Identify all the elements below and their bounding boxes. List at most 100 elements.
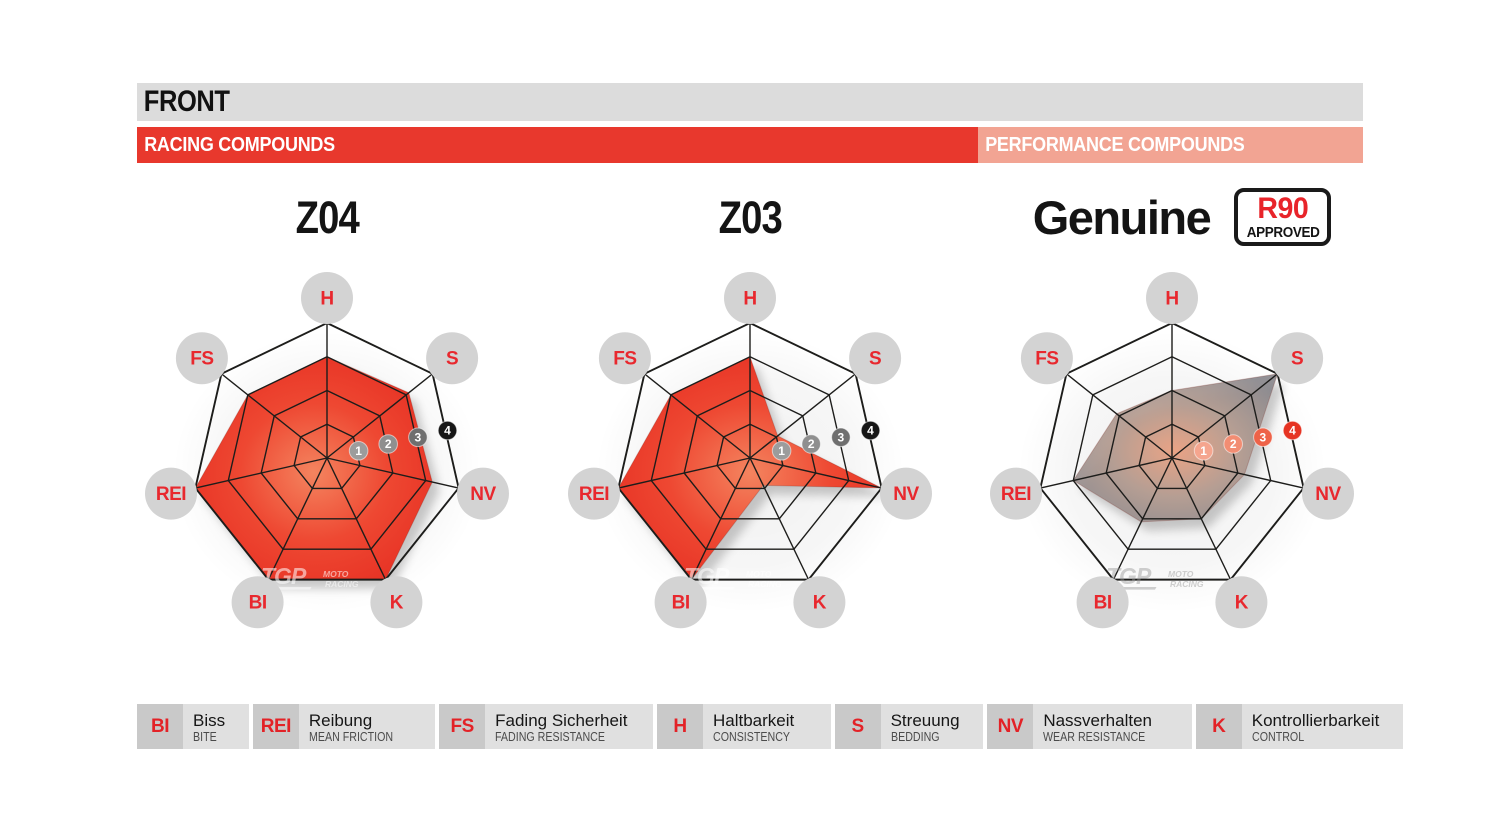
axis-legend: BI Biss BITE REI Reibung MEAN FRICTION FS Fadin…	[137, 704, 1404, 749]
legend-term-english: CONSISTENCY	[712, 729, 790, 745]
scale-markers: 1 2 3 4	[348, 420, 458, 461]
grid-ring	[194, 321, 460, 581]
axis-circle-K	[370, 576, 423, 629]
chart-title-z03: Z03	[718, 192, 782, 243]
grid-ring	[227, 355, 427, 550]
axis-circle-S	[849, 332, 902, 385]
grid-spoke	[195, 457, 328, 489]
legend-item-rei: REI Reibung MEAN FRICTION	[252, 704, 436, 749]
scale-marker-1	[771, 441, 792, 461]
scale-marker-2	[801, 434, 822, 454]
axis-circle-S	[1271, 332, 1324, 385]
legend-item-nv: NV Nassverhalten WEAR RESISTANCE	[987, 704, 1192, 749]
legend-abbr-chip: NV	[987, 704, 1034, 749]
scale-marker-label: 1	[355, 444, 362, 458]
axis-circle-S	[426, 332, 479, 385]
axis-label-H: H	[1165, 289, 1178, 310]
grid-spoke	[749, 457, 882, 489]
legend-abbr-chip: S	[834, 704, 881, 749]
r90-text: R90	[1257, 192, 1309, 226]
scale-marker-label: 2	[808, 437, 815, 451]
scale-marker-label: 1	[1200, 444, 1207, 458]
grid-spoke	[618, 457, 751, 489]
legend-item-bi: BI Biss BITE	[137, 704, 249, 749]
grid-spoke	[690, 457, 751, 580]
legend-label: Kontrollierbarkeit CONTROL	[1241, 704, 1404, 749]
watermark-moto: MOTO	[746, 569, 772, 579]
watermark-racing: RACING	[1170, 579, 1204, 589]
scale-marker-label: 4	[444, 424, 451, 438]
axis-label-H: H	[743, 289, 756, 310]
axis-circle-NV	[1302, 467, 1354, 520]
scale-marker-4	[860, 420, 881, 441]
axis-circle-REI	[990, 467, 1042, 520]
scale-marker-3	[1253, 427, 1273, 448]
grid-spoke	[267, 457, 328, 580]
grid-ring	[650, 355, 850, 550]
axis-label-K: K	[390, 593, 404, 614]
legend-abbr-chip: H	[656, 704, 703, 749]
legend-item-s: S Streuung BEDDING	[834, 704, 984, 749]
axis-circle-H	[1146, 272, 1198, 324]
scale-marker-1	[348, 441, 369, 461]
scale-marker-label: 3	[415, 430, 422, 444]
scale-marker-4	[437, 420, 458, 441]
legend-term-english: FADING RESISTANCE	[495, 729, 606, 745]
grid-spoke	[326, 373, 433, 459]
axis-circle-NV	[880, 467, 932, 520]
watermark-racing: RACING	[748, 579, 782, 589]
legend-label: Nassverhalten WEAR RESISTANCE	[1033, 704, 1192, 749]
legend-item-h: H Haltbarkeit CONSISTENCY	[656, 704, 831, 749]
axis-label-BI: BI	[1094, 593, 1112, 614]
axis-label-BI: BI	[249, 593, 267, 614]
legend-label: Biss BITE	[183, 704, 249, 749]
watermark-racing: RACING	[325, 579, 359, 589]
legend-label: Haltbarkeit CONSISTENCY	[702, 704, 831, 749]
axis-label-REI: REI	[579, 484, 609, 505]
axis-label-BI: BI	[672, 593, 690, 614]
scale-marker-2	[1223, 434, 1244, 454]
grid-spoke	[1171, 457, 1304, 489]
legend-term-english: WEAR RESISTANCE	[1043, 729, 1146, 745]
racing-compounds-bar: RACING COMPOUNDS	[137, 127, 978, 163]
grid-spoke	[1040, 457, 1173, 489]
chart-title-z04: Z04	[295, 192, 359, 243]
scale-marker-label: 3	[1260, 430, 1267, 444]
axis-labels: H S NV K BI REI FS	[568, 272, 932, 629]
performance-compounds-bar: PERFORMANCE COMPOUNDS	[978, 127, 1363, 163]
legend-abbr-chip: FS	[439, 704, 486, 749]
axis-circle-NV	[457, 467, 509, 520]
axis-labels: H S NV K BI REI FS	[145, 272, 509, 629]
grid-spoke	[326, 457, 459, 489]
axis-circle-BI	[1076, 576, 1129, 629]
axis-label-FS: FS	[613, 349, 636, 370]
axis-label-REI: REI	[156, 484, 186, 505]
axis-circle-BI	[654, 576, 707, 629]
legend-term-german: Biss	[193, 710, 226, 730]
scale-marker-label: 1	[778, 444, 785, 458]
legend-abbr-chip: BI	[137, 704, 183, 749]
axis-label-FS: FS	[190, 349, 213, 370]
scale-marker-3	[831, 427, 851, 448]
radar-grid	[617, 321, 883, 581]
axis-label-K: K	[1235, 593, 1249, 614]
legend-term-german: Fading Sicherheit	[495, 710, 628, 730]
legend-term-english: BITE	[193, 729, 217, 745]
chart-title-genuine: Genuine	[1032, 190, 1212, 244]
axis-circle-FS	[598, 332, 651, 385]
grid-spoke	[326, 457, 387, 580]
scale-marker-1	[1193, 441, 1214, 461]
legend-label: Reibung MEAN FRICTION	[298, 704, 436, 749]
value-polygon	[1072, 373, 1279, 523]
scale-marker-label: 2	[1230, 437, 1237, 451]
axis-label-K: K	[813, 593, 827, 614]
watermark-moto: MOTO	[1168, 569, 1194, 579]
radar-grid	[194, 321, 460, 581]
axis-label-REI: REI	[1001, 484, 1031, 505]
grid-spoke	[749, 457, 810, 580]
legend-term-german: Nassverhalten	[1043, 710, 1152, 730]
